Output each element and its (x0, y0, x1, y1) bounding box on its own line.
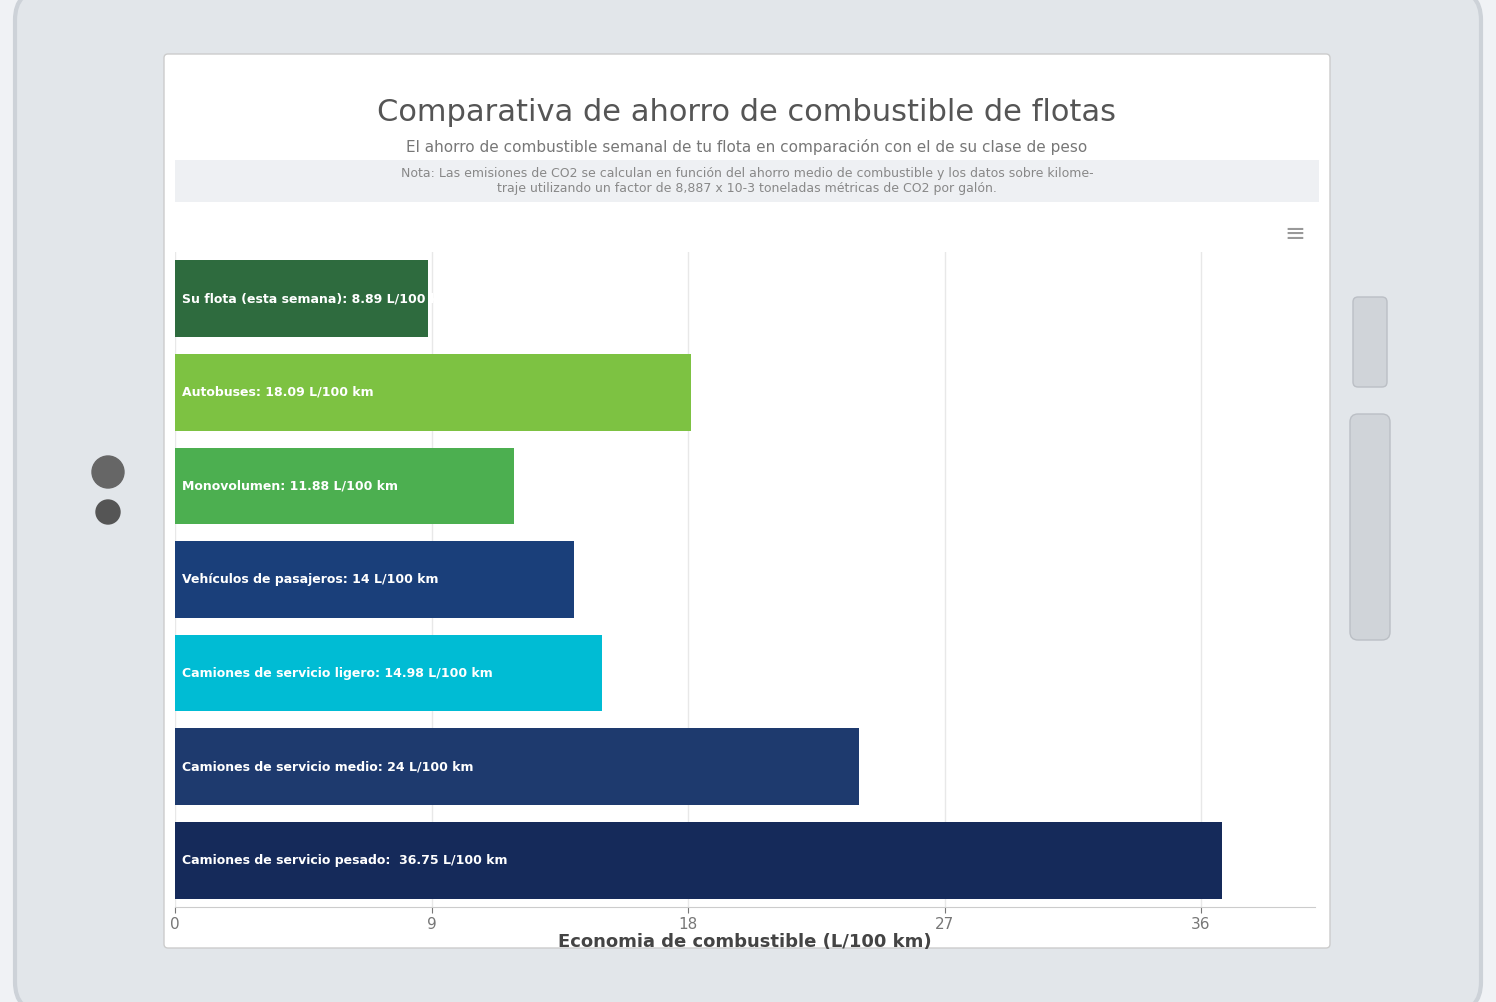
Text: Camiones de servicio medio: 24 L/100 km: Camiones de servicio medio: 24 L/100 km (183, 761, 474, 774)
FancyBboxPatch shape (1352, 297, 1387, 387)
Text: Camiones de servicio medio: Camiones de servicio medio (509, 878, 697, 891)
Text: El ahorro de combustible semanal de tu flota en comparación con el de su clase d: El ahorro de combustible semanal de tu f… (407, 139, 1088, 155)
Bar (175, 634, 601, 711)
FancyBboxPatch shape (165, 54, 1330, 948)
Bar (175, 728, 859, 805)
Bar (856, 847, 869, 861)
Bar (760, 877, 773, 891)
Bar (254, 877, 269, 891)
Bar (175, 541, 574, 618)
Text: Camiones de servicio ligero: Camiones de servicio ligero (274, 878, 458, 891)
Circle shape (91, 456, 124, 488)
Text: ≡: ≡ (1284, 222, 1305, 246)
Bar (175, 822, 1222, 899)
Text: Comparativa de ahorro de combustible de flotas: Comparativa de ahorro de combustible de … (377, 97, 1116, 126)
Text: Vehículos de pasajeros: Vehículos de pasajeros (874, 848, 1026, 861)
FancyBboxPatch shape (175, 160, 1319, 202)
Text: Su flota (esta semana): 8.89 L/100 km: Su flota (esta semana): 8.89 L/100 km (183, 293, 452, 306)
Bar (491, 877, 504, 891)
FancyBboxPatch shape (1349, 414, 1390, 640)
Text: Camiones de servicio ligero: 14.98 L/100 km: Camiones de servicio ligero: 14.98 L/100… (183, 666, 492, 679)
Text: Camiones de servicio pesado: Camiones de servicio pesado (779, 878, 974, 891)
Bar (681, 847, 694, 861)
Text: Monovolumen: Monovolumen (699, 848, 793, 861)
Bar (491, 847, 504, 861)
Text: Economia de combustible (L/100 km): Economia de combustible (L/100 km) (558, 933, 932, 951)
Bar (175, 261, 428, 337)
Bar (175, 354, 691, 431)
Text: Camiones de servicio pesado:  36.75 L/100 km: Camiones de servicio pesado: 36.75 L/100… (183, 854, 507, 867)
Bar (254, 847, 269, 861)
Text: Vehículos de pasajeros: 14 L/100 km: Vehículos de pasajeros: 14 L/100 km (183, 573, 438, 586)
Circle shape (96, 500, 120, 524)
Text: Autobuses: Autobuses (509, 848, 579, 861)
Bar (175, 448, 513, 524)
FancyBboxPatch shape (15, 0, 1481, 1002)
Text: Nota: Las emisiones de CO2 se calculan en función del ahorro medio de combustibl: Nota: Las emisiones de CO2 se calculan e… (401, 167, 1094, 195)
Text: Monovolumen: 11.88 L/100 km: Monovolumen: 11.88 L/100 km (183, 479, 398, 492)
Text: Autobuses: 18.09 L/100 km: Autobuses: 18.09 L/100 km (183, 386, 374, 399)
Text: Su flota (esta semana): Su flota (esta semana) (274, 848, 425, 861)
